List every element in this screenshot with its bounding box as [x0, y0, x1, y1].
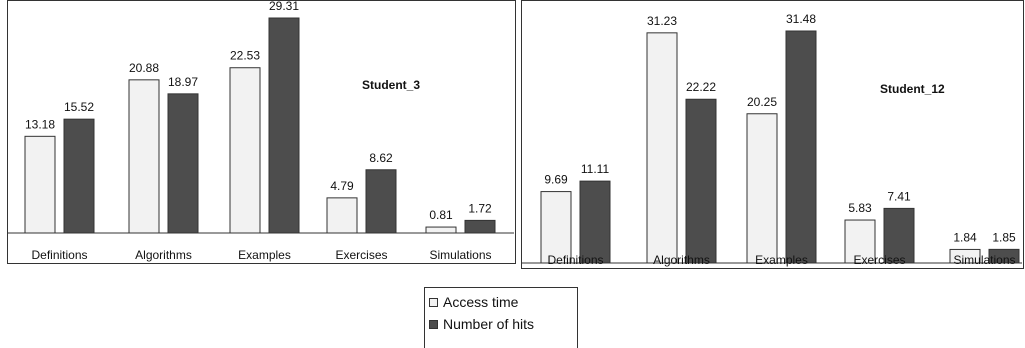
category-label-student-12-examples: Examples: [755, 253, 808, 267]
value-label-student-3-examples-number-of-hits: 29.31: [269, 0, 299, 13]
value-label-student-12-simulations-access-time: 1.84: [953, 230, 977, 244]
bar-student-12-simulations-number-of-hits: [988, 248, 1020, 264]
legend-item-access-time: Access time: [429, 292, 518, 312]
bar-student-3-exercises-number-of-hits: [365, 169, 397, 234]
value-label-student-12-definitions-number-of-hits: 11.11: [581, 162, 610, 176]
category-label-student-12-algorithms: Algorithms: [653, 253, 710, 267]
bar-student-12-simulations-access-time: [949, 248, 981, 264]
value-label-student-3-algorithms-access-time: 20.88: [129, 61, 159, 75]
value-label-student-12-simulations-number-of-hits: 1.85: [992, 230, 1016, 244]
value-label-student-12-algorithms-access-time: 31.23: [647, 14, 677, 28]
value-label-student-12-examples-access-time: 20.25: [747, 95, 777, 109]
bar-student-12-definitions-number-of-hits: [579, 180, 611, 264]
value-label-student-12-examples-number-of-hits: 31.48: [786, 12, 816, 26]
bar-student-3-examples-access-time: [229, 67, 261, 234]
bar-student-3-examples-number-of-hits: [268, 17, 300, 234]
bar-student-12-algorithms-number-of-hits: [685, 98, 717, 264]
category-label-student-3-algorithms: Algorithms: [135, 248, 192, 262]
value-label-student-3-simulations-number-of-hits: 1.72: [468, 201, 492, 215]
chart-title-student-3: Student_3: [362, 78, 421, 92]
legend-label-access-time: Access time: [443, 294, 519, 310]
bar-student-3-simulations-number-of-hits: [464, 219, 496, 234]
value-label-student-3-examples-access-time: 22.53: [230, 49, 260, 63]
value-label-student-12-exercises-access-time: 5.83: [848, 201, 872, 215]
bar-student-12-exercises-number-of-hits: [883, 207, 915, 264]
value-label-student-12-definitions-access-time: 9.69: [544, 173, 568, 187]
category-label-student-3-examples: Examples: [238, 248, 291, 262]
category-label-student-12-simulations: Simulations: [953, 253, 1015, 267]
legend-item-number-of-hits: Number of hits: [429, 314, 534, 334]
category-label-student-3-exercises: Exercises: [335, 248, 387, 262]
value-label-student-3-exercises-number-of-hits: 8.62: [369, 151, 393, 165]
bar-student-12-examples-access-time: [746, 113, 778, 264]
bar-student-12-definitions-access-time: [540, 191, 572, 264]
legend-swatch-number-of-hits: [429, 319, 438, 329]
bar-student-3-algorithms-number-of-hits: [167, 93, 199, 234]
chart-title-student-12: Student_12: [880, 82, 945, 96]
category-label-student-12-exercises: Exercises: [853, 253, 905, 267]
category-label-student-3-simulations: Simulations: [429, 248, 491, 262]
legend-label-number-of-hits: Number of hits: [443, 316, 535, 332]
value-label-student-3-definitions-access-time: 13.18: [25, 117, 55, 131]
value-label-student-12-algorithms-number-of-hits: 22.22: [686, 80, 716, 94]
value-label-student-3-definitions-number-of-hits: 15.52: [64, 100, 94, 114]
bar-student-12-exercises-access-time: [844, 219, 876, 264]
category-label-student-3-definitions: Definitions: [31, 248, 87, 262]
value-label-student-12-exercises-number-of-hits: 7.41: [887, 189, 911, 203]
category-label-student-12-definitions: Definitions: [547, 253, 603, 267]
bar-student-3-exercises-access-time: [326, 197, 358, 234]
bar-student-12-algorithms-access-time: [646, 32, 678, 264]
bar-student-3-simulations-access-time: [425, 226, 457, 234]
bar-student-3-definitions-access-time: [24, 135, 56, 234]
value-label-student-3-algorithms-number-of-hits: 18.97: [168, 75, 198, 89]
value-label-student-3-exercises-access-time: 4.79: [330, 179, 354, 193]
bar-student-12-examples-number-of-hits: [785, 30, 817, 264]
bar-student-3-algorithms-access-time: [128, 79, 160, 234]
legend-swatch-access-time: [429, 297, 438, 307]
legend: Access time Number of hits: [424, 287, 578, 348]
bar-student-3-definitions-number-of-hits: [63, 118, 95, 234]
value-label-student-3-simulations-access-time: 0.81: [429, 208, 453, 222]
